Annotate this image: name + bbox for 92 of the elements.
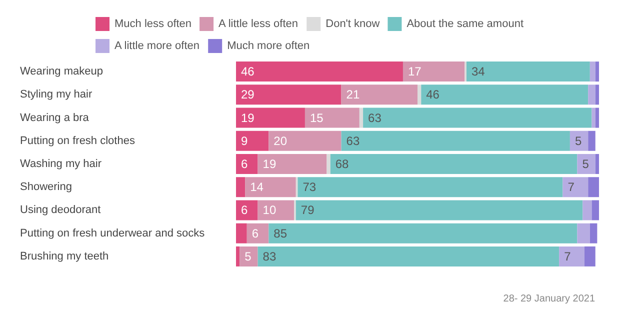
bar	[240, 246, 258, 266]
legend-label: A little less often	[218, 18, 298, 30]
data-label: 15	[310, 110, 324, 125]
bar	[588, 130, 596, 151]
legend-label: A little more often	[114, 40, 200, 52]
data-label: 63	[346, 134, 360, 148]
bar	[421, 84, 588, 105]
bar	[236, 62, 403, 82]
legend-label: Much more often	[227, 40, 310, 52]
data-label: 7	[564, 249, 572, 264]
data-label: 79	[300, 203, 315, 218]
legend-label: About the same amount	[406, 18, 524, 30]
bar	[582, 200, 592, 220]
bar	[330, 154, 578, 174]
bar	[236, 223, 247, 244]
data-label: 46	[426, 88, 440, 102]
data-label: 63	[368, 110, 382, 125]
bar	[418, 84, 422, 105]
data-label: 17	[408, 64, 422, 79]
bar	[268, 223, 578, 244]
y-tick-label: Putting on fresh clothes	[20, 134, 136, 147]
y-tick-label: Wearing makeup	[20, 66, 103, 78]
data-label: 21	[346, 88, 360, 102]
bar	[570, 130, 588, 151]
bar	[236, 200, 258, 220]
bar	[258, 154, 327, 174]
bar	[268, 130, 342, 151]
bar	[258, 246, 560, 266]
bar	[363, 108, 592, 128]
data-label: 20	[274, 134, 288, 148]
y-tick-label: Styling my hair	[20, 88, 92, 101]
bar	[595, 62, 599, 82]
data-label: 5	[582, 157, 590, 171]
y-tick-label: Putting on fresh underwear and socks	[20, 227, 206, 240]
bar	[588, 177, 599, 198]
bar	[595, 108, 599, 128]
bar	[298, 177, 563, 198]
bar	[326, 154, 330, 174]
bar	[592, 200, 599, 220]
data-label: 6	[241, 203, 248, 218]
bar	[595, 84, 599, 105]
data-label: 46	[241, 64, 255, 79]
data-label: 5	[244, 249, 252, 264]
data-label: 6	[252, 226, 259, 240]
text: 28- 29 January 2021	[503, 294, 596, 304]
bar	[584, 246, 596, 266]
bar	[588, 84, 596, 105]
y-tick-label: Wearing a bra	[20, 112, 90, 124]
legend-label: Much less often	[114, 18, 192, 30]
data-label: 19	[241, 110, 255, 125]
data-label: 19	[262, 157, 276, 171]
bar	[595, 154, 599, 174]
bar	[402, 62, 465, 82]
y-tick-label: Showering	[20, 181, 72, 194]
y-tick-label: Using deodorant	[20, 204, 101, 216]
bar	[236, 108, 305, 128]
bar	[236, 84, 342, 105]
data-label: 68	[335, 157, 350, 171]
bar	[590, 62, 596, 82]
bar	[341, 84, 418, 105]
data-label: 29	[241, 88, 255, 102]
bar	[559, 246, 584, 266]
data-label: 10	[262, 203, 276, 218]
bar	[577, 154, 596, 174]
bar	[236, 246, 240, 266]
bar	[245, 177, 296, 198]
bar	[590, 223, 598, 244]
bar	[236, 154, 258, 174]
data-label: 73	[302, 180, 316, 194]
bar	[592, 108, 596, 128]
data-label: 7	[568, 180, 575, 194]
bar	[341, 130, 570, 151]
bar	[236, 177, 246, 198]
y-tick-label: Brushing my teeth	[20, 250, 109, 262]
bar	[246, 223, 269, 244]
bar	[562, 177, 588, 198]
data-label: 83	[262, 249, 276, 264]
bar	[258, 200, 294, 220]
bar	[296, 200, 583, 220]
bar	[466, 62, 590, 82]
bar	[577, 223, 590, 244]
data-label: 9	[241, 134, 248, 148]
bar	[359, 108, 364, 128]
data-label: 5	[574, 134, 582, 148]
data-label: 6	[241, 157, 248, 171]
y-tick-label: Washing my hair	[20, 158, 102, 170]
bar	[304, 108, 360, 128]
data-label: 85	[274, 226, 288, 240]
data-label: 34	[472, 64, 486, 79]
legend-label: Don't know	[326, 18, 380, 30]
bar	[236, 130, 269, 151]
data-label: 14	[250, 180, 264, 194]
